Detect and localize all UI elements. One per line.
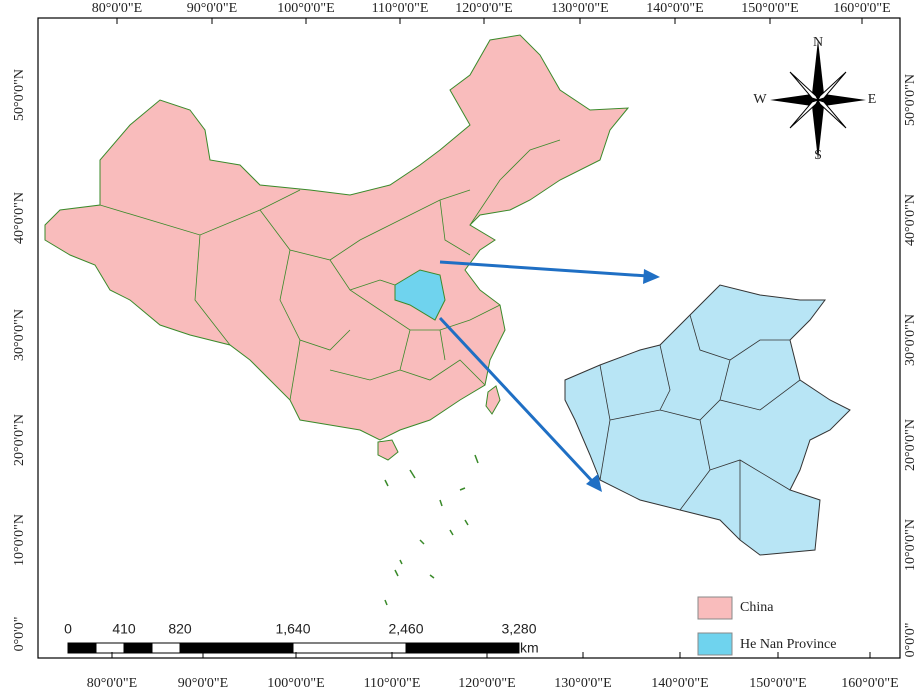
scale-label: 410 [112,621,136,637]
right-label: 40°0'0"N [903,194,918,246]
scale-label: 0 [64,621,72,637]
right-label: 30°0'0"N [903,314,918,366]
compass-e: E [868,92,877,107]
legend-swatch [697,596,733,620]
right-label: 20°0'0"N [903,419,918,471]
bottom-label: 140°0'0"E [651,676,708,691]
legend-swatch [697,632,733,656]
compass-w: W [753,92,767,107]
left-label: 50°0'0"N [12,69,27,121]
legend-label: He Nan Province [740,637,836,652]
bottom-label: 80°0'0"E [87,676,137,691]
legend-label: China [740,600,774,615]
right-label: 0°0'0" [903,623,918,658]
scale-unit: km [520,640,539,656]
right-label: 10°0'0"N [903,519,918,571]
scale-label: 2,460 [388,621,423,637]
left-label: 0°0'0" [12,617,27,652]
arrows [438,260,660,492]
scale-label: 820 [168,621,192,637]
scale-label: 3,280 [501,621,536,637]
top-label: 80°0'0"E [92,1,142,16]
left-label: 40°0'0"N [12,192,27,244]
left-label: 30°0'0"N [12,309,27,361]
henan-inset [564,284,851,556]
bottom-label: 120°0'0"E [458,676,515,691]
bottom-label: 110°0'0"E [364,676,421,691]
top-label: 150°0'0"E [741,1,798,16]
top-label: 160°0'0"E [833,1,890,16]
top-label: 100°0'0"E [277,1,334,16]
scale-bar [67,642,520,654]
compass-n: N [813,35,823,50]
top-label: 90°0'0"E [187,1,237,16]
scale-label: 1,640 [275,621,310,637]
right-label: 50°0'0"N [903,74,918,126]
compass-rose [770,40,866,160]
left-label: 20°0'0"N [12,414,27,466]
top-label: 140°0'0"E [646,1,703,16]
bottom-label: 130°0'0"E [554,676,611,691]
bottom-label: 150°0'0"E [749,676,806,691]
left-label: 10°0'0"N [12,514,27,566]
compass-s: S [814,148,822,163]
top-label: 120°0'0"E [455,1,512,16]
top-label: 130°0'0"E [551,1,608,16]
china-outline [44,34,630,606]
bottom-label: 100°0'0"E [267,676,324,691]
bottom-label: 90°0'0"E [178,676,228,691]
bottom-label: 160°0'0"E [841,676,898,691]
top-label: 110°0'0"E [372,1,429,16]
